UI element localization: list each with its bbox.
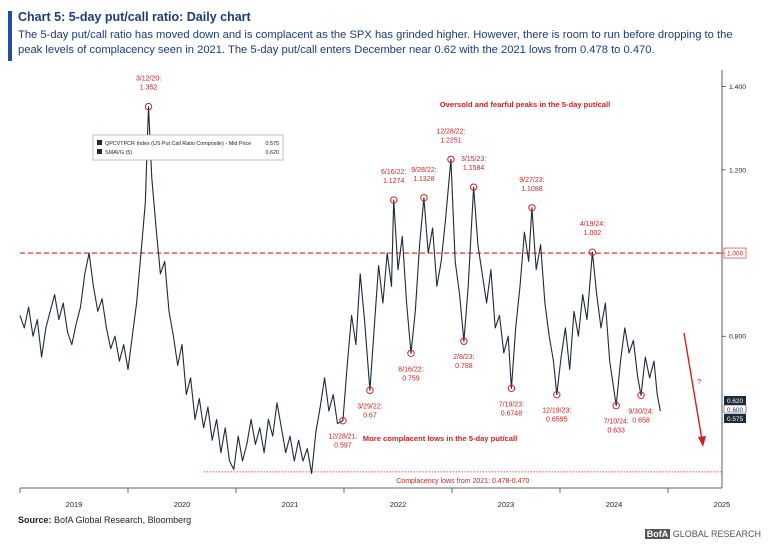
- point-marker-4: [407, 349, 415, 357]
- x-tick-label-2021: 2021: [282, 500, 298, 509]
- brand-mark: BofA GLOBAL RESEARCH: [644, 529, 761, 539]
- source-text: BofA Global Research, Bloomberg: [51, 515, 192, 525]
- point-value-13: 0.633: [607, 428, 625, 435]
- y-tick-label-0.800: 0.800: [729, 334, 746, 341]
- point-marker-14: [637, 391, 645, 400]
- brand-text: GLOBAL RESEARCH: [670, 529, 761, 539]
- legend-swatch-1: [97, 149, 102, 154]
- point-value-8: 1.1584: [463, 165, 485, 172]
- point-value-1: 0.597: [334, 443, 352, 450]
- last-value-1: 0.600: [727, 407, 743, 414]
- y-tick-label-1.400: 1.400: [729, 84, 746, 91]
- legend-label-0: QPCVTPCR Index (US Put Call Ratio Compos…: [105, 141, 251, 147]
- point-date-0: 3/12/20:: [136, 76, 161, 83]
- legend-label-1: SMAVG (5): [105, 150, 132, 156]
- x-tick-label-2019: 2019: [66, 500, 82, 509]
- arrow-head: [698, 436, 706, 447]
- x-tick-label-2024: 2024: [606, 500, 622, 509]
- source-label: Source:: [18, 515, 52, 525]
- point-value-6: 1.2251: [440, 137, 462, 144]
- point-value-4: 0.759: [402, 375, 420, 382]
- point-value-12: 1.002: [584, 230, 602, 237]
- annotated-points: 3/12/20: 1.352 12/28/21: 0.597 3/29/22: 0.67 6…: [136, 76, 654, 450]
- reference-label-box: [723, 247, 747, 259]
- point-date-12: 4/19/24:: [580, 221, 605, 228]
- source-note: Source: BofA Global Research, Bloomberg: [18, 515, 191, 525]
- last-value-2: 0.575: [727, 416, 743, 423]
- reference-label-1000: 1.000: [727, 251, 744, 258]
- x-tick-label-2023: 2023: [498, 500, 514, 509]
- point-date-9: 7/19/23:: [499, 401, 524, 408]
- point-marker-7: [460, 337, 468, 345]
- x-axis-ticks: 2019 2020 2021 2022 2023 2024 2025: [19, 488, 730, 509]
- x-tick-label-2022: 2022: [390, 500, 406, 509]
- last-value-0: 0.620: [727, 398, 743, 405]
- brand-logo: BofA: [644, 529, 671, 539]
- chart-legend: QPCVTPCR Index (US Put Call Ratio Compos…: [92, 134, 284, 161]
- last-value-box-2: [724, 414, 746, 423]
- point-marker-6: [447, 155, 455, 164]
- point-date-3: 6/16/22:: [381, 169, 406, 176]
- downward-arrow: [683, 332, 706, 447]
- legend-value-0: 0.575: [266, 141, 280, 147]
- arrow-shaft: [683, 332, 703, 441]
- point-marker-2: [366, 386, 374, 395]
- legend-box: [92, 134, 284, 161]
- y-tick-label-1.200: 1.200: [729, 167, 746, 174]
- last-value-box-0: [724, 396, 746, 405]
- point-marker-3: [389, 196, 398, 204]
- point-value-11: 0.6595: [546, 417, 568, 424]
- point-marker-11: [553, 390, 561, 399]
- point-marker-8: [469, 183, 478, 191]
- point-marker-9: [507, 384, 516, 393]
- point-date-2: 3/29/22:: [357, 403, 382, 410]
- point-value-3: 1.1274: [383, 178, 405, 185]
- x-tick-label-2025: 2025: [714, 500, 730, 509]
- point-value-14: 0.658: [632, 417, 650, 424]
- complacent-lows-annotation: More complacent lows in the 5-day put/ca…: [363, 434, 517, 443]
- point-marker-5: [420, 194, 428, 202]
- point-date-1: 12/28/21:: [328, 434, 357, 441]
- point-date-8: 3/15/23:: [461, 156, 486, 163]
- complacency-low-label: Complacency lows from 2021: 0.478-0.470: [396, 478, 529, 485]
- title-accent-bar: [8, 11, 12, 61]
- point-value-5: 1.1328: [413, 176, 435, 183]
- legend-swatch-0: [97, 140, 102, 145]
- last-value-box-1: [723, 404, 747, 414]
- y-axis-ticks: 0.800 1.000 1.200 1.400: [722, 84, 746, 341]
- point-date-11: 12/19/23:: [542, 408, 571, 415]
- question-mark-annotation: ?: [697, 377, 701, 386]
- point-marker-13: [612, 402, 620, 410]
- point-marker-1: [339, 416, 347, 425]
- legend-value-1: 0.620: [266, 150, 280, 156]
- chart-title: Chart 5: 5-day put/call ratio: Daily cha…: [18, 10, 251, 24]
- point-value-7: 0.788: [455, 363, 473, 370]
- point-date-13: 7/10/24:: [604, 419, 629, 426]
- point-date-7: 2/8/23:: [453, 354, 474, 361]
- fearful-peaks-annotation: Oversold and fearful peaks in the 5-day …: [440, 100, 611, 109]
- point-marker-0: [144, 102, 153, 111]
- point-date-4: 8/16/22:: [398, 366, 423, 373]
- x-tick-label-2020: 2020: [174, 500, 190, 509]
- point-value-10: 1.1088: [521, 186, 543, 193]
- point-value-2: 0.67: [363, 412, 377, 419]
- point-value-9: 0.6748: [501, 410, 523, 417]
- point-marker-10: [528, 204, 536, 212]
- point-date-6: 12/28/22:: [436, 128, 465, 135]
- point-date-5: 9/28/22:: [411, 167, 436, 174]
- point-marker-12: [588, 248, 597, 256]
- point-date-10: 9/27/23:: [519, 177, 544, 184]
- point-value-0: 1.352: [140, 85, 158, 92]
- last-value-labels: 0.620 0.600 0.575: [723, 396, 747, 423]
- reference-lines: 1.000 Complacency lows from 2021: 0.478-0…: [20, 247, 747, 485]
- point-date-14: 9/30/24:: [628, 408, 653, 415]
- chart-subtitle: The 5-day put/call ratio has moved down …: [18, 29, 733, 56]
